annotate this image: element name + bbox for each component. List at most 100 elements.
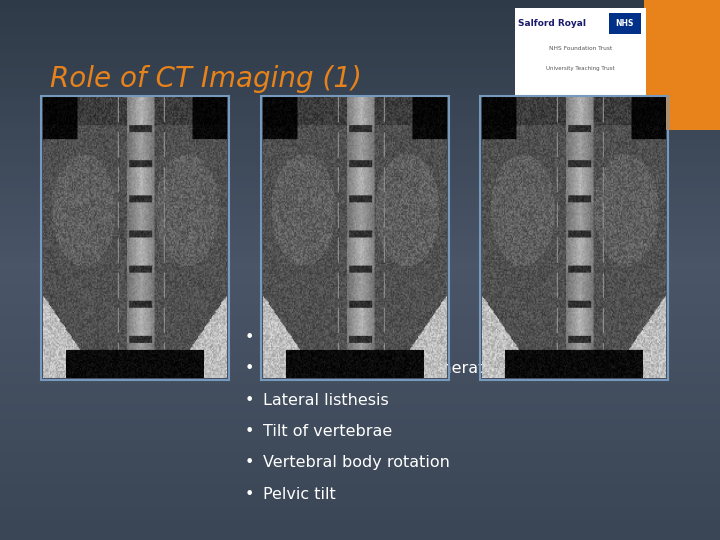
Bar [0,426,720,432]
Text: •: • [245,424,254,439]
Text: •: • [245,361,254,376]
Bar [0,472,720,480]
Bar [0,310,720,317]
Text: University Teaching Trust: University Teaching Trust [546,66,615,71]
Bar [0,418,720,426]
Bar [0,27,720,33]
Bar [0,480,720,486]
Bar [0,297,720,303]
Bar [0,392,720,399]
Bar [0,399,720,405]
Bar [0,94,720,102]
Bar [0,526,720,534]
Bar [0,195,720,202]
Bar [0,357,720,364]
Text: safe ● clean ● personal: safe ● clean ● personal [549,108,612,113]
Bar [0,141,720,149]
Bar [0,513,720,519]
Bar [0,364,720,372]
Bar [0,378,720,384]
Bar [0,135,720,141]
Bar [0,87,720,94]
Bar [0,162,720,168]
Bar [0,446,720,453]
Bar [0,237,720,243]
Bar [0,465,720,472]
Bar [0,330,720,338]
Bar [0,372,720,378]
Text: Pelvic tilt: Pelvic tilt [263,487,336,502]
Bar [0,500,720,507]
Bar [0,243,720,249]
Bar [0,74,720,81]
Bar [0,519,720,526]
Bar [0,115,720,122]
Text: •: • [245,330,254,345]
Text: Spinal curvature: Spinal curvature [263,330,395,345]
Bar [515,96,646,124]
Bar [0,291,720,297]
Text: Vertebral body rotation: Vertebral body rotation [263,455,450,470]
Bar [0,507,720,513]
Bar [0,183,720,189]
Text: Salford Royal: Salford Royal [518,19,586,28]
Bar [0,284,720,291]
Bar [0,216,720,222]
Bar [0,351,720,357]
Bar [0,128,720,135]
Bar [0,411,720,418]
Bar [0,263,720,270]
Bar [0,168,720,176]
Text: •: • [245,393,254,408]
Bar [0,102,720,108]
Bar [0,47,720,54]
Bar [0,270,720,276]
Bar [0,202,720,209]
Bar [644,0,720,130]
Text: NHS: NHS [616,19,634,28]
Bar [0,20,720,27]
Bar [0,14,720,20]
Bar [0,256,720,263]
Bar [0,453,720,459]
Bar [609,13,641,33]
Bar [0,338,720,345]
Bar [0,40,720,47]
Bar [0,176,720,183]
Text: Asymmetric disc degeneration: Asymmetric disc degeneration [263,361,508,376]
Text: NHS Foundation Trust: NHS Foundation Trust [549,46,612,51]
Bar [0,249,720,256]
Bar [515,8,646,124]
Bar [0,156,720,162]
Bar [0,534,720,540]
Bar [0,303,720,310]
Text: Role of CT Imaging (1): Role of CT Imaging (1) [50,65,362,93]
Bar [0,486,720,492]
Bar [0,6,720,14]
Bar [0,432,720,438]
Bar [0,405,720,411]
Bar [0,384,720,391]
Bar [0,33,720,40]
Text: Lateral listhesis: Lateral listhesis [263,393,389,408]
Bar [0,148,720,156]
Bar [0,60,720,68]
Bar [0,230,720,237]
Bar [0,459,720,465]
Bar [0,54,720,60]
Bar [0,209,720,216]
Bar [0,222,720,230]
Text: •: • [245,487,254,502]
Bar [0,438,720,445]
Bar [0,189,720,195]
Bar [0,345,720,351]
Bar [0,324,720,330]
Bar [0,276,720,284]
Bar [0,81,720,87]
Bar [0,317,720,324]
Bar [0,108,720,115]
Bar [0,122,720,128]
Bar [0,68,720,74]
Text: Tilt of vertebrae: Tilt of vertebrae [263,424,392,439]
Bar [0,492,720,500]
